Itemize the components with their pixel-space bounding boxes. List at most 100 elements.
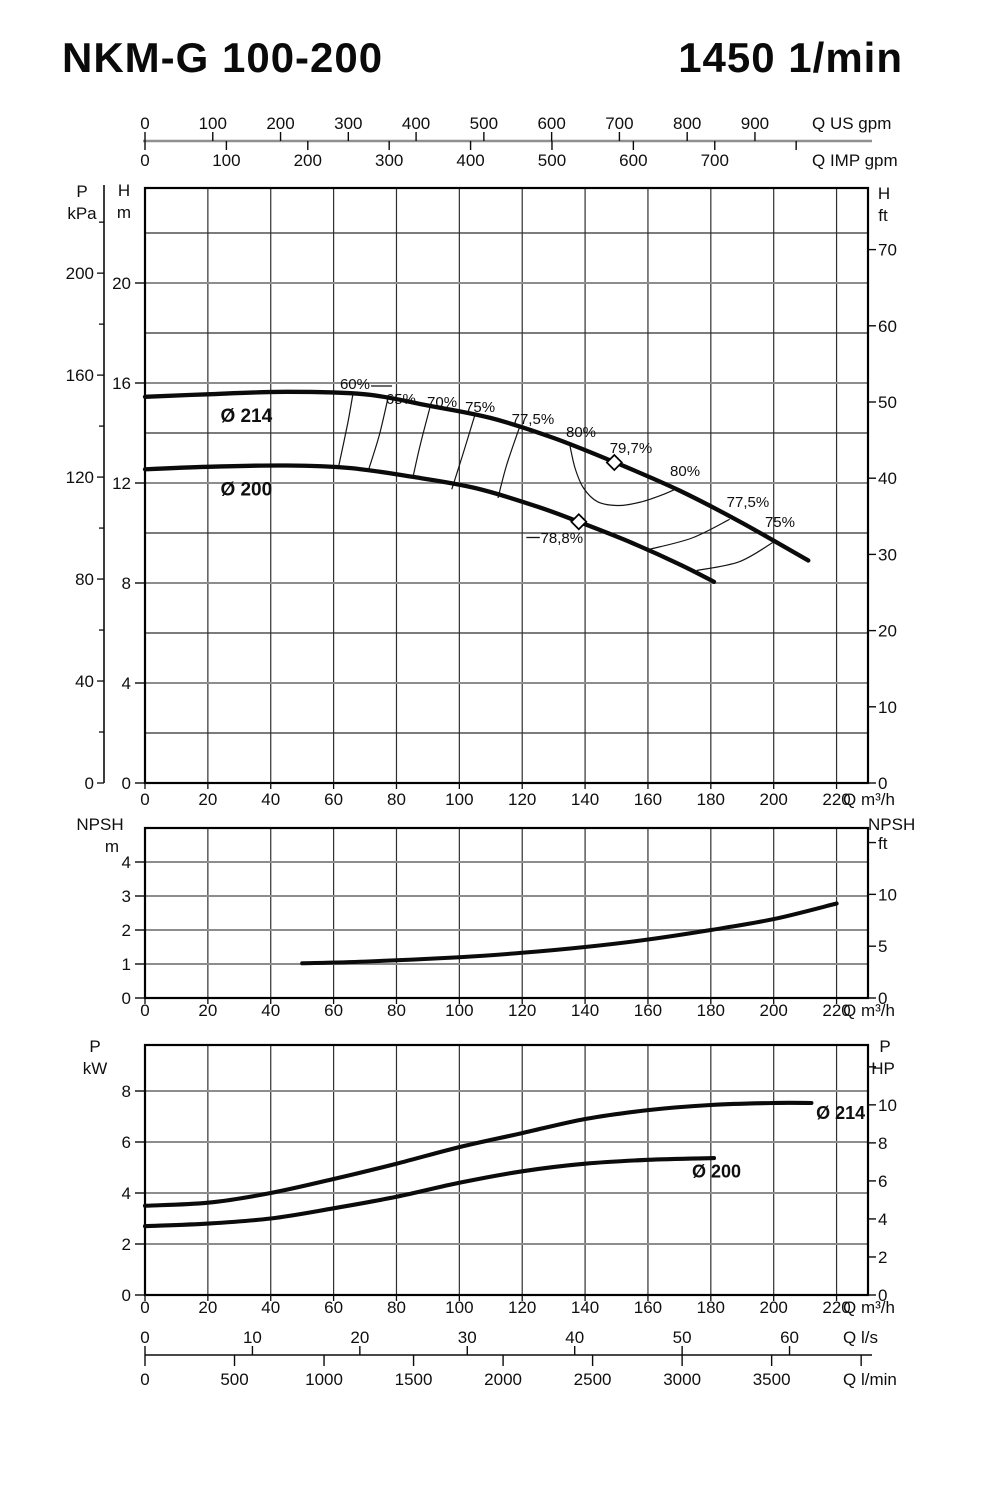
p-kw-axis-unit: kW: [83, 1059, 108, 1078]
us-gpm-tick-label: 500: [470, 114, 498, 133]
power-impeller-label: Ø 214: [816, 1103, 865, 1123]
bottom-flow-scales: 0 10 20 30 40 50 60 Q l/s 0 500 1000 1500 2000 2500 30…: [140, 1328, 897, 1389]
lmin-tick-label: 0: [140, 1370, 149, 1389]
lmin-tick-label: 1500: [395, 1370, 433, 1389]
h-ft-tick-label: 60: [878, 317, 897, 336]
x-tick-label: 40: [261, 790, 280, 809]
x-tick-label: 160: [634, 1001, 662, 1020]
npsh-ft-axis-unit: ft: [878, 834, 888, 853]
bep-marker-diamond: [570, 513, 588, 531]
x-tick-label: 120: [508, 790, 536, 809]
h-ft-tick-label: 70: [878, 241, 897, 260]
h-m-tick-label: 8: [122, 574, 131, 593]
p-kpa-tick-label: 120: [66, 468, 94, 487]
efficiency-iso-line: [337, 392, 354, 469]
lmin-tick-label: 3500: [753, 1370, 791, 1389]
imp-gpm-tick-label: 600: [619, 151, 647, 170]
x-tick-label: 120: [508, 1298, 536, 1317]
x-tick-label: 140: [571, 1001, 599, 1020]
x-tick-label: 40: [261, 1298, 280, 1317]
bep-marker-diamond: [605, 453, 624, 472]
chart-frame: [143, 826, 870, 1000]
efficiency-iso-line: [497, 426, 521, 499]
x-tick-label: 220: [822, 790, 850, 809]
us-gpm-tick-label: 200: [266, 114, 294, 133]
power-impeller-label: Ø 200: [692, 1162, 741, 1182]
efficiency-label: 77,5%: [727, 494, 770, 511]
chart-frame: [143, 186, 870, 785]
x-tick-label: 80: [387, 1298, 406, 1317]
x-tick-label: 140: [571, 1298, 599, 1317]
lmin-tick-label: 2000: [484, 1370, 522, 1389]
impeller-label: Ø 200: [220, 480, 272, 501]
impeller-label: Ø 214: [220, 406, 272, 427]
h-m-tick-label: 16: [112, 374, 131, 393]
lmin-tick-label: 2500: [574, 1370, 612, 1389]
x-tick-label: 60: [324, 790, 343, 809]
pump-model-title: NKM-G 100-200: [62, 34, 384, 81]
efficiency-label: 60%: [340, 376, 370, 393]
imp-gpm-tick-label: 100: [212, 151, 240, 170]
p-kpa-axis-name: P: [76, 182, 87, 201]
bep-efficiency-label: 78,8%: [541, 530, 584, 547]
x-tick-label: 80: [387, 790, 406, 809]
x-tick-label: 0: [140, 1001, 149, 1020]
imp-gpm-tick-label: 200: [294, 151, 322, 170]
us-gpm-tick-label: 400: [402, 114, 430, 133]
lmin-tick-label: 500: [220, 1370, 248, 1389]
efficiency-iso-line: [649, 518, 730, 550]
h-ft-axis-unit: ft: [878, 206, 888, 225]
h-m-tick-label: 0: [122, 774, 131, 793]
h-ft-tick-label: 0: [878, 774, 887, 793]
x-tick-label: 200: [760, 1001, 788, 1020]
h-m-tick-label: 4: [122, 674, 131, 693]
npsh-m-axis-name: NPSH: [76, 815, 123, 834]
h-m-axis-name: H: [118, 181, 130, 200]
x-unit-label: Q m³/h: [843, 790, 895, 809]
imp-gpm-tick-label: 300: [375, 151, 403, 170]
efficiency-label: 80%: [670, 463, 700, 480]
ls-tick-label: 10: [243, 1328, 262, 1347]
pump-speed-title: 1450 1/min: [678, 34, 903, 81]
p-kw-tick-label: 4: [122, 1184, 131, 1203]
h-ft-tick-label: 30: [878, 545, 897, 564]
p-kpa-tick-label: 0: [85, 774, 94, 793]
us-gpm-tick-label: 600: [537, 114, 565, 133]
x-tick-label: 40: [261, 1001, 280, 1020]
us-gpm-tick-label: 900: [741, 114, 769, 133]
npsh-ft-tick-label: 10: [878, 885, 897, 904]
lmin-tick-label: 3000: [663, 1370, 701, 1389]
us-gpm-unit-label: Q US gpm: [812, 114, 891, 133]
x-tick-label: 220: [822, 1298, 850, 1317]
ls-tick-label: 40: [565, 1328, 584, 1347]
imp-gpm-unit-label: Q IMP gpm: [812, 151, 898, 170]
us-gpm-tick-label: 700: [605, 114, 633, 133]
p-hp-tick-label: 2: [878, 1248, 887, 1267]
npsh-m-tick-label: 2: [122, 921, 131, 940]
npsh-m-axis-unit: m: [105, 837, 119, 856]
npsh-m-tick-label: 4: [122, 853, 131, 872]
efficiency-iso-line: [412, 407, 431, 479]
npsh-ft-tick-label: 5: [878, 937, 887, 956]
us-gpm-tick-label: 0: [140, 114, 149, 133]
p-hp-tick-label: 4: [878, 1210, 887, 1229]
power-curve-200: [142, 1156, 717, 1229]
h-ft-tick-label: 40: [878, 469, 897, 488]
p-hp-axis-unit: HP: [871, 1059, 895, 1078]
npsh-m-tick-label: 0: [122, 989, 131, 1008]
x-tick-label: 200: [760, 790, 788, 809]
p-kpa-tick-label: 160: [66, 366, 94, 385]
imp-gpm-tick-label: 700: [701, 151, 729, 170]
p-kw-tick-label: 8: [122, 1082, 131, 1101]
h-ft-tick-label: 10: [878, 698, 897, 717]
npsh-ft-tick-label: 0: [878, 989, 887, 1008]
x-unit-label: Q m³/h: [843, 1001, 895, 1020]
us-gpm-tick-label: 300: [334, 114, 362, 133]
p-kpa-axis-unit: kPa: [67, 204, 97, 223]
x-tick-label: 100: [445, 1298, 473, 1317]
us-gpm-tick-label: 800: [673, 114, 701, 133]
